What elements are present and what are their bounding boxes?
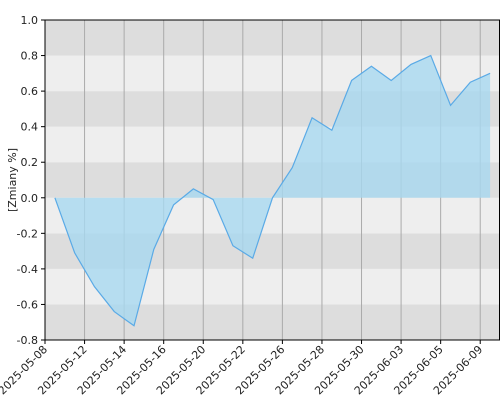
grid-band <box>45 20 500 56</box>
y-axis-label: [Zmiany %] <box>6 148 19 212</box>
y-tick-label: 0.2 <box>21 156 39 169</box>
y-tick-label: -0.8 <box>17 334 38 347</box>
y-tick-label: 0.4 <box>21 121 39 134</box>
y-tick-label: 0.0 <box>21 192 39 205</box>
y-tick-label: 0.6 <box>21 85 39 98</box>
area <box>54 55 491 326</box>
y-tick-label: 1.0 <box>21 14 39 27</box>
y-tick-label: -0.2 <box>17 227 38 240</box>
line <box>54 54 491 327</box>
y-tick-label: -0.4 <box>17 263 38 276</box>
y-tick-label: 0.8 <box>21 50 39 63</box>
y-tick-label: -0.6 <box>17 298 38 311</box>
